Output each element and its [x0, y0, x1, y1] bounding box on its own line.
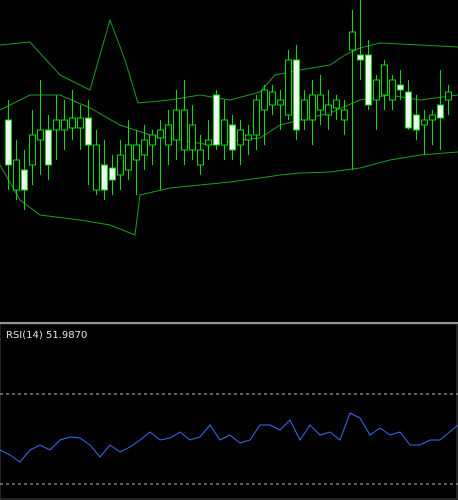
- candle-body: [157, 129, 164, 139]
- candle-body: [389, 79, 396, 101]
- candle-body: [181, 109, 188, 151]
- candle-body: [429, 114, 436, 121]
- candle-body: [341, 109, 348, 121]
- bollinger-lower: [0, 151, 458, 236]
- candle-body: [333, 99, 340, 109]
- candle-body: [437, 104, 444, 119]
- candle-body: [221, 119, 228, 146]
- candle-body: [53, 119, 60, 131]
- candle-body: [45, 129, 52, 166]
- candle-body: [269, 91, 276, 106]
- candle-body: [237, 129, 244, 146]
- candle-body: [229, 124, 236, 151]
- price-panel: [0, 0, 458, 236]
- candle-body: [373, 79, 380, 101]
- candle-body: [173, 109, 180, 141]
- candle-body: [189, 124, 196, 151]
- candle-body: [149, 134, 156, 146]
- candle-body: [69, 117, 76, 129]
- candle-body: [365, 54, 372, 106]
- candle-body: [109, 167, 116, 181]
- candle-body: [5, 119, 12, 166]
- candle-body: [325, 104, 332, 116]
- candle-body: [21, 169, 28, 191]
- rsi-line: [0, 412, 458, 463]
- rsi-label: RSI(14) 51.9870: [6, 330, 87, 341]
- candle-body: [213, 94, 220, 146]
- rsi-panel: [0, 323, 458, 500]
- candle-body: [405, 91, 412, 129]
- candle-body: [245, 134, 252, 141]
- candle-body: [141, 139, 148, 156]
- candle-body: [349, 31, 356, 51]
- candle-body: [413, 114, 420, 131]
- candle-body: [125, 144, 132, 171]
- candle-body: [277, 99, 284, 106]
- candle-body: [61, 119, 68, 131]
- candle-body: [205, 139, 212, 146]
- candle-body: [13, 159, 20, 191]
- candle-body: [285, 59, 292, 116]
- candle-body: [165, 124, 172, 146]
- candle-body: [309, 94, 316, 121]
- candle-body: [301, 99, 308, 121]
- candle-body: [445, 91, 452, 101]
- candle-body: [421, 119, 428, 126]
- candle-body: [261, 89, 268, 111]
- candle-body: [357, 54, 364, 61]
- candle-body: [253, 99, 260, 136]
- candle-body: [317, 94, 324, 111]
- candle-body: [381, 64, 388, 96]
- candle-body: [117, 154, 124, 176]
- candle-body: [77, 117, 84, 129]
- candle-body: [101, 164, 108, 191]
- candle-body: [397, 84, 404, 91]
- candle-body: [293, 59, 300, 131]
- candle-body: [93, 144, 100, 191]
- candle-body: [197, 149, 204, 166]
- candle-body: [133, 144, 140, 161]
- candle-body: [37, 129, 44, 141]
- candle-body: [29, 134, 36, 166]
- candle-body: [85, 117, 92, 146]
